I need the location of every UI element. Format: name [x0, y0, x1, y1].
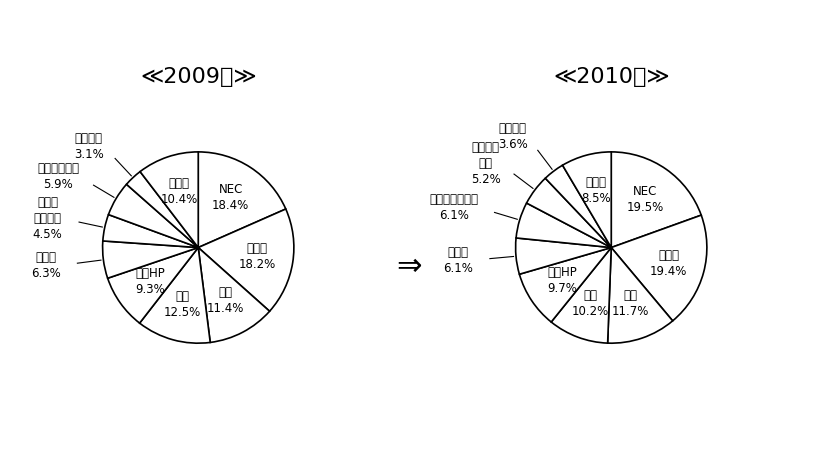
Wedge shape	[140, 152, 198, 248]
Text: その他
8.5%: その他 8.5%	[581, 176, 610, 205]
Text: 富士通
19.4%: 富士通 19.4%	[650, 248, 687, 278]
Wedge shape	[140, 248, 211, 343]
Text: レノボジャパン
6.1%: レノボジャパン 6.1%	[430, 193, 478, 222]
Wedge shape	[520, 248, 611, 322]
Wedge shape	[563, 152, 611, 248]
Wedge shape	[516, 203, 611, 248]
Wedge shape	[608, 248, 672, 343]
Wedge shape	[611, 215, 707, 321]
Text: 日本エイ
サー
5.2%: 日本エイ サー 5.2%	[471, 141, 501, 187]
Text: デル
12.5%: デル 12.5%	[164, 290, 202, 319]
Wedge shape	[515, 238, 611, 274]
Wedge shape	[198, 209, 294, 311]
Title: ≪2009年≫: ≪2009年≫	[140, 68, 257, 88]
Text: ソニー
6.1%: ソニー 6.1%	[444, 246, 473, 275]
Text: ソニー
6.3%: ソニー 6.3%	[31, 251, 60, 280]
Wedge shape	[126, 172, 198, 248]
Wedge shape	[102, 215, 198, 248]
Wedge shape	[107, 248, 198, 323]
Text: NEC
18.4%: NEC 18.4%	[212, 183, 249, 212]
Wedge shape	[198, 152, 286, 248]
Text: 日本HP
9.3%: 日本HP 9.3%	[135, 268, 165, 297]
Wedge shape	[108, 184, 198, 248]
Title: ≪2010年≫: ≪2010年≫	[553, 68, 670, 88]
Wedge shape	[198, 248, 269, 342]
Wedge shape	[102, 241, 198, 278]
Text: ⇒: ⇒	[396, 252, 421, 281]
Text: アップル
3.1%: アップル 3.1%	[74, 132, 103, 161]
Text: 東苗
11.7%: 東苗 11.7%	[612, 289, 649, 318]
Text: 東苗
11.4%: 東苗 11.4%	[207, 286, 244, 315]
Text: デル
10.2%: デル 10.2%	[572, 288, 609, 317]
Text: 日本エイサー
5.9%: 日本エイサー 5.9%	[37, 162, 79, 191]
Wedge shape	[551, 248, 611, 343]
Text: 日本HP
9.7%: 日本HP 9.7%	[547, 266, 577, 295]
Text: アップル
3.6%: アップル 3.6%	[498, 122, 528, 151]
Text: NEC
19.5%: NEC 19.5%	[627, 185, 664, 214]
Text: レノボ
ジャパン
4.5%: レノボ ジャパン 4.5%	[33, 196, 63, 241]
Wedge shape	[611, 152, 701, 248]
Wedge shape	[526, 178, 611, 248]
Wedge shape	[545, 165, 611, 248]
Text: その他
10.4%: その他 10.4%	[160, 177, 198, 206]
Text: 富士通
18.2%: 富士通 18.2%	[238, 242, 275, 271]
